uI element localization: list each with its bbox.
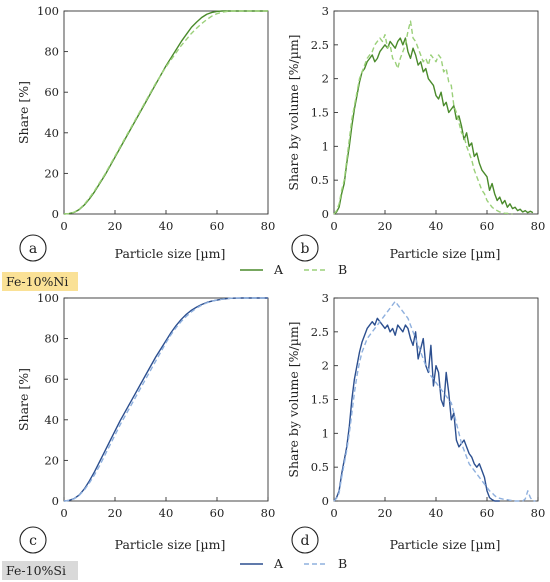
x-tick-label: 0 — [330, 219, 337, 233]
chart-panel-a: 0 20 40 60 80 100 0 20 40 60 80 Particle size [µm] S… — [16, 4, 276, 262]
y-tick-label: 20 — [44, 453, 59, 467]
y-tick-label: 3 — [322, 4, 329, 18]
y-tick-label: 2 — [322, 72, 329, 86]
y-tick-label: 80 — [44, 45, 59, 59]
panel-letter-circle — [291, 526, 319, 554]
panel-letter: c — [29, 533, 37, 549]
x-tick-label: 40 — [429, 506, 444, 520]
series-line-a — [63, 10, 268, 215]
x-tick-label: 20 — [108, 506, 123, 520]
series-line-b — [333, 20, 513, 215]
legend-label-b: B — [338, 262, 347, 277]
group-label: Fe-10%Si — [6, 563, 66, 578]
y-tick-label: 0 — [322, 494, 329, 508]
y-tick-label: 3 — [322, 291, 329, 305]
series-line-a — [333, 37, 534, 215]
series-line-b — [63, 297, 268, 502]
series-line-b — [333, 300, 536, 502]
x-tick-label: 20 — [378, 219, 393, 233]
y-tick-label: 40 — [44, 413, 59, 427]
x-tick-label: 60 — [480, 506, 495, 520]
group-label-box — [2, 272, 78, 291]
panel-letter-circle — [19, 526, 47, 554]
panel-letter-circle — [291, 234, 319, 262]
x-tick-label: 40 — [159, 219, 174, 233]
x-tick-label: 40 — [429, 219, 444, 233]
y-tick-label: 100 — [37, 291, 59, 305]
y-axis-label: Share [%] — [16, 368, 31, 431]
legend-label-a: A — [273, 262, 284, 277]
x-axis-label: Particle size [µm] — [115, 246, 226, 261]
plot-frame — [333, 297, 539, 502]
series-line-a — [333, 317, 500, 502]
panel-letter: b — [301, 241, 310, 257]
panel-letter: d — [301, 533, 310, 549]
x-axis-label: Particle size [µm] — [390, 537, 501, 552]
y-tick-label: 60 — [44, 85, 59, 99]
y-tick-label: 0.5 — [311, 460, 329, 474]
y-tick-label: 100 — [37, 4, 59, 18]
y-tick-label: 0.5 — [311, 173, 329, 187]
chart-panel-c: 0 20 40 60 80 100 0 20 40 60 80 Particle size [µm] S… — [16, 291, 276, 554]
group-label: Fe-10%Ni — [6, 274, 68, 289]
y-tick-label: 80 — [44, 332, 59, 346]
panel-letter: a — [29, 241, 37, 257]
x-tick-label: 60 — [480, 219, 495, 233]
chart-panel-d: 0 0.5 1 1.5 2 2.5 3 0 20 40 60 80 Particle size [µm]… — [286, 291, 546, 554]
x-tick-label: 40 — [159, 506, 174, 520]
x-tick-label: 20 — [378, 506, 393, 520]
x-tick-label: 80 — [531, 506, 546, 520]
y-tick-label: 2.5 — [311, 38, 329, 52]
y-tick-label: 2.5 — [311, 325, 329, 339]
y-tick-label: 2 — [322, 359, 329, 373]
x-tick-label: 80 — [261, 219, 276, 233]
group-label-box — [2, 561, 78, 580]
y-tick-label: 20 — [44, 166, 59, 180]
series-line-a — [63, 297, 268, 502]
y-tick-label: 0 — [52, 494, 59, 508]
y-tick-label: 1 — [322, 139, 329, 153]
plot-frame — [63, 10, 269, 215]
legend-label-a: A — [273, 556, 284, 571]
x-tick-label: 0 — [330, 506, 337, 520]
panel-letter-circle — [19, 234, 47, 262]
series-line-b — [63, 10, 268, 215]
legend-label-b: B — [338, 556, 347, 571]
x-tick-label: 80 — [531, 219, 546, 233]
x-tick-label: 60 — [210, 506, 225, 520]
y-tick-label: 40 — [44, 126, 59, 140]
y-tick-label: 0 — [322, 207, 329, 221]
x-axis-label: Particle size [µm] — [115, 537, 226, 552]
x-tick-label: 0 — [60, 219, 67, 233]
x-tick-label: 60 — [210, 219, 225, 233]
x-tick-label: 20 — [108, 219, 123, 233]
y-tick-label: 1.5 — [311, 106, 329, 120]
plot-frame — [333, 10, 539, 215]
y-tick-label: 1 — [322, 426, 329, 440]
y-axis-label: Share by volume [%/µm] — [286, 321, 301, 477]
x-axis-label: Particle size [µm] — [390, 246, 501, 261]
y-tick-label: 0 — [52, 207, 59, 221]
x-tick-label: 0 — [60, 506, 67, 520]
chart-panel-b: 0 0.5 1 1.5 2 2.5 3 0 20 40 60 80 Particle size [µm]… — [286, 4, 546, 262]
y-axis-label: Share [%] — [16, 81, 31, 144]
y-tick-label: 1.5 — [311, 393, 329, 407]
y-axis-label: Share by volume [%/µm] — [286, 34, 301, 190]
y-tick-label: 60 — [44, 372, 59, 386]
x-tick-label: 80 — [261, 506, 276, 520]
